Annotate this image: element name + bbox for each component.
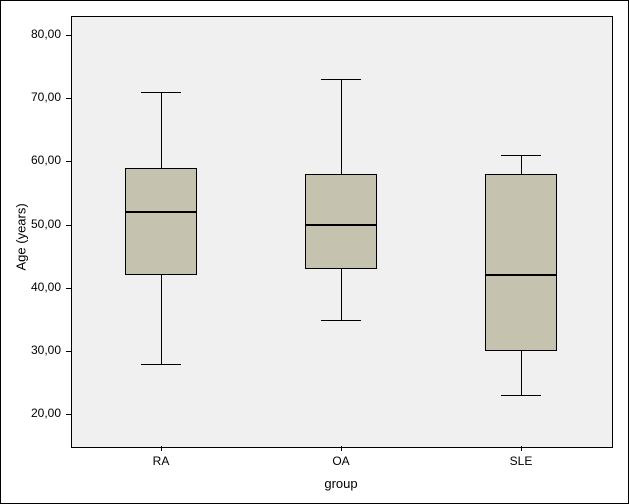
- boxplot-chart: 20,00 30,00 40,00 50,00 60,00 70,00 80,00 Age (…: [0, 0, 629, 504]
- x-tick-mark: [161, 446, 162, 451]
- whisker-lower: [521, 351, 522, 395]
- whisker-cap-lower: [141, 364, 181, 365]
- boxplot-box: [125, 168, 197, 276]
- y-axis-label: Age (years): [14, 191, 29, 271]
- whisker-cap-lower: [501, 395, 541, 396]
- x-tick-label: SLE: [481, 454, 561, 468]
- whisker-cap-upper: [321, 79, 361, 80]
- y-tick-label: 60,00: [1, 153, 61, 167]
- y-tick-label: 50,00: [1, 217, 61, 231]
- whisker-lower: [161, 275, 162, 364]
- x-tick-label: OA: [301, 454, 381, 468]
- whisker-cap-upper: [501, 155, 541, 156]
- boxplot-median: [305, 224, 377, 226]
- y-tick-label: 80,00: [1, 27, 61, 41]
- y-tick-mark: [66, 414, 71, 415]
- x-tick-mark: [521, 446, 522, 451]
- y-tick-mark: [66, 225, 71, 226]
- x-axis-label: group: [71, 476, 611, 491]
- y-tick-mark: [66, 288, 71, 289]
- y-tick-label: 30,00: [1, 343, 61, 357]
- boxplot-box: [485, 174, 557, 351]
- y-tick-label: 40,00: [1, 280, 61, 294]
- y-tick-label: 70,00: [1, 90, 61, 104]
- boxplot-median: [125, 211, 197, 213]
- whisker-cap-lower: [321, 320, 361, 321]
- boxplot-median: [485, 274, 557, 276]
- y-tick-mark: [66, 98, 71, 99]
- y-tick-label: 20,00: [1, 406, 61, 420]
- y-tick-mark: [66, 351, 71, 352]
- whisker-upper: [521, 155, 522, 174]
- x-tick-label: RA: [121, 454, 201, 468]
- whisker-cap-upper: [141, 92, 181, 93]
- x-tick-mark: [341, 446, 342, 451]
- y-tick-mark: [66, 35, 71, 36]
- whisker-lower: [341, 269, 342, 320]
- y-tick-mark: [66, 161, 71, 162]
- boxplot-box: [305, 174, 377, 269]
- whisker-upper: [161, 92, 162, 168]
- whisker-upper: [341, 79, 342, 174]
